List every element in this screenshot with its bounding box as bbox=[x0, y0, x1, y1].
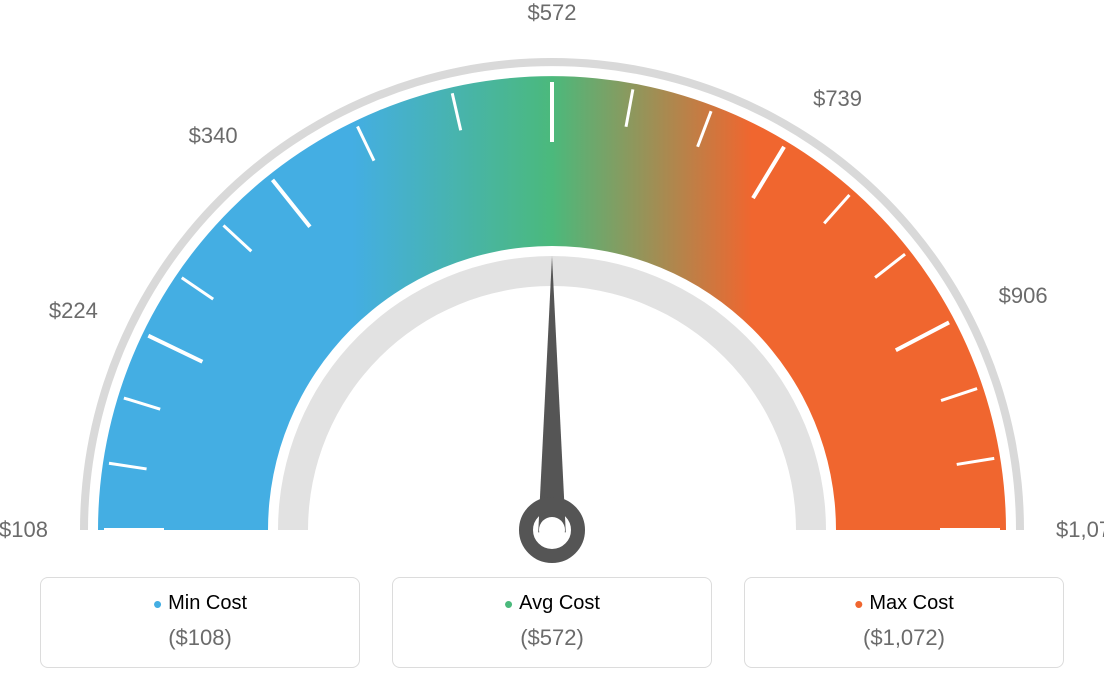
gauge-tick-label: $739 bbox=[813, 86, 862, 112]
legend-value-min: ($108) bbox=[51, 625, 349, 651]
gauge-svg bbox=[0, 10, 1104, 570]
dot-icon-min: • bbox=[153, 589, 162, 619]
gauge-tick-label: $108 bbox=[0, 517, 48, 543]
dot-icon-avg: • bbox=[504, 589, 513, 619]
legend-label-avg: Avg Cost bbox=[519, 592, 600, 614]
gauge-tick-label: $340 bbox=[189, 123, 238, 149]
legend-row: •Min Cost ($108) •Avg Cost ($572) •Max C… bbox=[40, 577, 1064, 668]
cost-gauge: $108$224$340$572$739$906$1,072 bbox=[0, 10, 1104, 570]
legend-value-max: ($1,072) bbox=[755, 625, 1053, 651]
legend-title-max: •Max Cost bbox=[755, 592, 1053, 615]
legend-card-max: •Max Cost ($1,072) bbox=[744, 577, 1064, 668]
legend-card-min: •Min Cost ($108) bbox=[40, 577, 360, 668]
gauge-tick-label: $906 bbox=[999, 283, 1048, 309]
gauge-tick-label: $1,072 bbox=[1056, 517, 1104, 543]
legend-value-avg: ($572) bbox=[403, 625, 701, 651]
legend-label-max: Max Cost bbox=[869, 592, 953, 614]
legend-label-min: Min Cost bbox=[168, 592, 247, 614]
legend-title-avg: •Avg Cost bbox=[403, 592, 701, 615]
legend-card-avg: •Avg Cost ($572) bbox=[392, 577, 712, 668]
legend-title-min: •Min Cost bbox=[51, 592, 349, 615]
gauge-tick-label: $224 bbox=[49, 298, 98, 324]
gauge-tick-label: $572 bbox=[528, 0, 577, 26]
dot-icon-max: • bbox=[854, 589, 863, 619]
